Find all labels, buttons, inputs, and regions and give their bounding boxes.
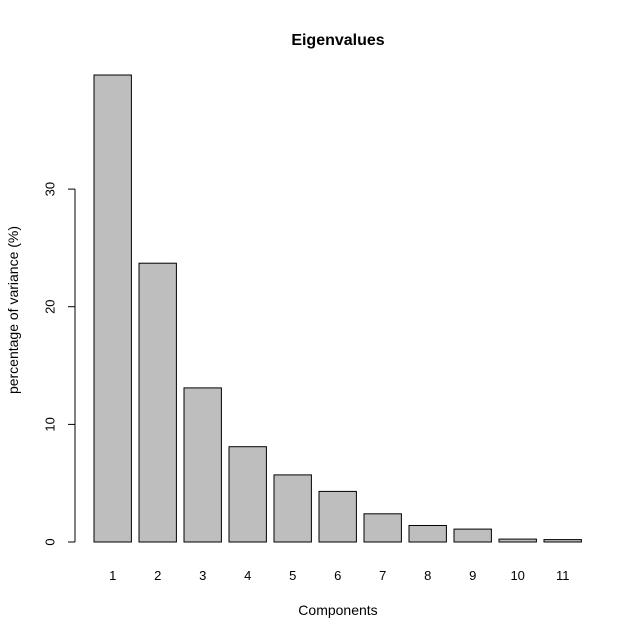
y-axis: 0 10 20 30 (43, 182, 76, 546)
x-tick-label-1: 1 (109, 568, 116, 583)
bar-component-2 (138, 262, 177, 543)
bar-component-4 (228, 446, 267, 543)
x-axis-tick-labels: 1 2 3 4 5 6 7 8 9 10 11 (109, 568, 569, 583)
x-tick-label-8: 8 (424, 568, 431, 583)
bar-component-10 (498, 538, 537, 543)
bar-component-7 (363, 513, 402, 543)
x-tick-label-5: 5 (289, 568, 296, 583)
bar-component-9 (453, 528, 492, 543)
x-tick-label-10: 10 (510, 568, 524, 583)
x-tick-label-7: 7 (379, 568, 386, 583)
y-tick-label-10: 10 (43, 417, 58, 431)
bar-component-6 (318, 490, 357, 543)
x-tick-label-4: 4 (244, 568, 251, 583)
x-tick-label-11: 11 (556, 568, 570, 583)
bar-component-1 (93, 74, 132, 543)
y-axis-label: percentage of variance (%) (5, 226, 21, 394)
y-tick-label-0: 0 (43, 538, 58, 545)
x-axis-label: Components (298, 602, 377, 618)
y-tick-label-20: 20 (43, 299, 58, 313)
x-tick-label-9: 9 (469, 568, 476, 583)
bar-component-11 (543, 539, 582, 543)
x-tick-label-6: 6 (334, 568, 341, 583)
chart-title: Eigenvalues (291, 32, 384, 49)
bar-component-3 (183, 387, 222, 543)
x-tick-label-3: 3 (199, 568, 206, 583)
bar-series (93, 74, 582, 543)
y-tick-label-30: 30 (43, 182, 58, 196)
bar-component-5 (273, 474, 312, 543)
bar-component-8 (408, 525, 447, 543)
x-tick-label-2: 2 (154, 568, 161, 583)
